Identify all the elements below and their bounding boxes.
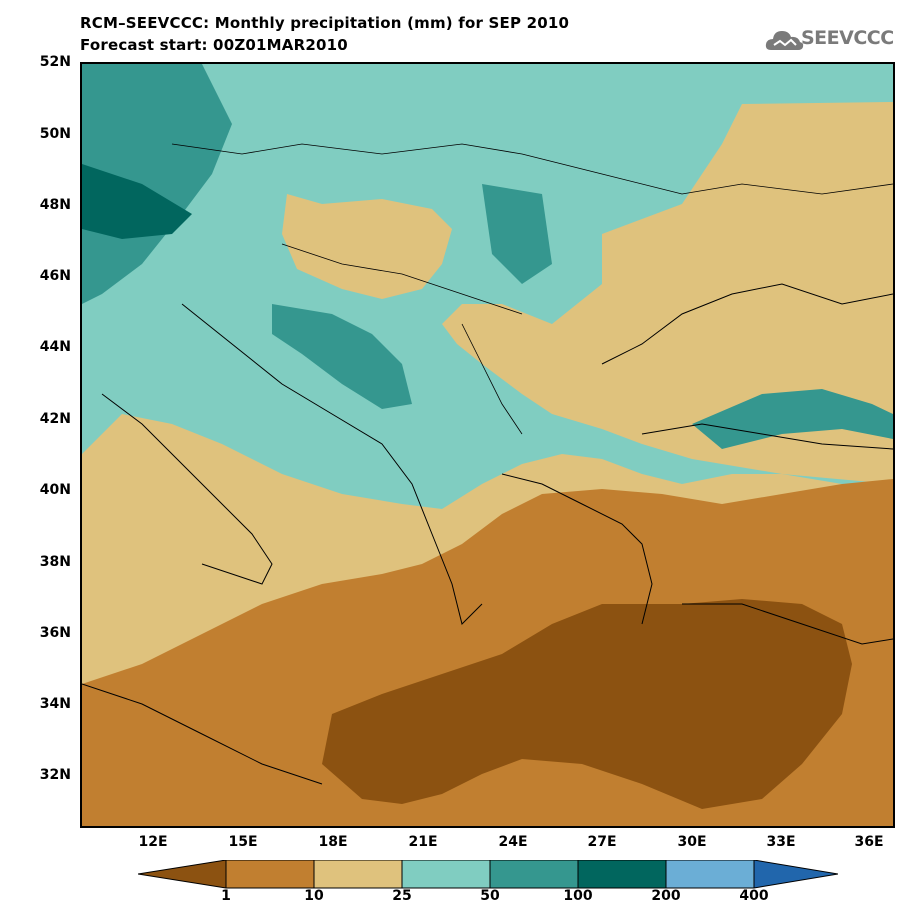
italy-coastline (101, 393, 273, 585)
colorbar-label: 50 (480, 888, 500, 904)
colorbar-label: 400 (739, 888, 769, 904)
lat-label: 38N (39, 554, 71, 570)
lat-label: 32N (39, 767, 71, 783)
lon-label: 21E (408, 834, 438, 850)
region-10-25-east (442, 102, 893, 484)
logo-text: SEEVCCC (801, 27, 894, 49)
lon-label: 15E (228, 834, 258, 850)
country-borders (171, 143, 893, 195)
colorbar-swatch-1 (226, 860, 314, 888)
region-10-25-pannonia (282, 194, 452, 299)
lon-label: 24E (498, 834, 528, 850)
lat-label: 42N (39, 411, 71, 427)
region-below-1 (322, 599, 852, 809)
region-50-100-pontic (692, 389, 893, 449)
map-title: RCM–SEEVCCC: Monthly precipitation (mm) … (80, 14, 570, 32)
aegean-coastline (501, 473, 653, 625)
lat-label: 44N (39, 339, 71, 355)
adriatic-coastline (181, 303, 483, 625)
precipitation-map (80, 62, 895, 828)
colorbar (138, 860, 838, 889)
colorbar-label: 25 (392, 888, 412, 904)
region-50-100-dinarides (272, 304, 412, 409)
colorbar-label: 10 (304, 888, 324, 904)
turkey-south-coast (682, 603, 893, 645)
country-borders-3 (461, 323, 523, 435)
lon-label: 12E (138, 834, 168, 850)
colorbar-swatch-4 (490, 860, 578, 888)
region-50-100-carpathians (482, 184, 552, 284)
lon-label: 33E (766, 834, 796, 850)
lat-label: 52N (39, 54, 71, 70)
colorbar-swatch-7 (754, 860, 838, 888)
lat-label: 48N (39, 197, 71, 213)
africa-coastline (82, 683, 323, 785)
forecast-start-label: Forecast start: 00Z01MAR2010 (80, 36, 348, 54)
lon-label: 30E (677, 834, 707, 850)
lon-label: 27E (587, 834, 617, 850)
cloud-icon (765, 31, 804, 50)
map-canvas (82, 64, 893, 826)
colorbar-swatch-0 (138, 860, 226, 888)
colorbar-swatch-5 (578, 860, 666, 888)
lat-label: 46N (39, 268, 71, 284)
region-50-100-alps (82, 64, 232, 304)
colorbar-swatch-3 (402, 860, 490, 888)
lat-label: 34N (39, 696, 71, 712)
lat-label: 50N (39, 126, 71, 142)
colorbar-label: 200 (651, 888, 681, 904)
colorbar-swatch-6 (666, 860, 754, 888)
black-sea-north-coast (601, 283, 893, 365)
lat-label: 36N (39, 625, 71, 641)
black-sea-south-coast (641, 423, 893, 450)
lon-label: 18E (318, 834, 348, 850)
country-borders-2 (281, 243, 523, 315)
region-100-200-alps (82, 164, 192, 239)
colorbar-swatch-2 (314, 860, 402, 888)
seevccc-logo: SEEVCCC (765, 24, 905, 58)
lon-label: 36E (854, 834, 884, 850)
lat-label: 40N (39, 482, 71, 498)
colorbar-label: 100 (563, 888, 593, 904)
colorbar-label: 1 (221, 888, 231, 904)
